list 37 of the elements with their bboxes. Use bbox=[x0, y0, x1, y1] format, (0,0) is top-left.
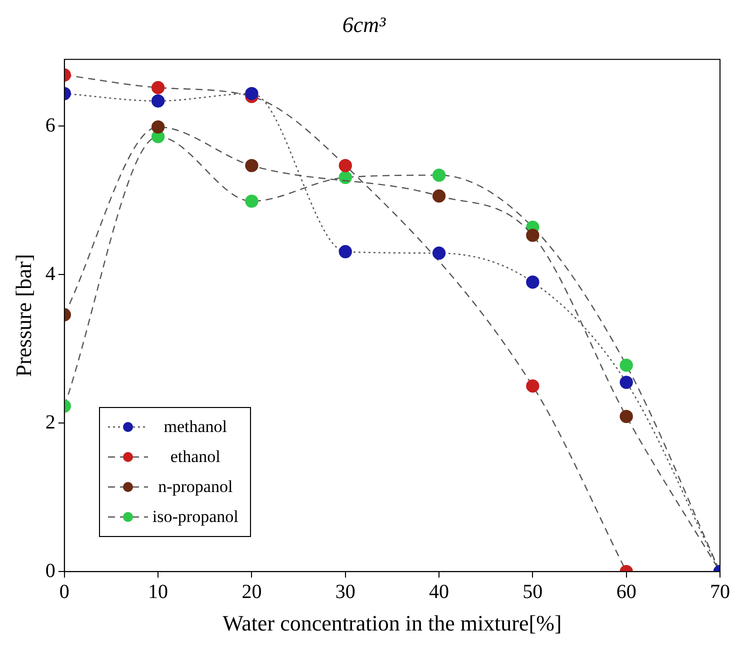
point bbox=[245, 194, 258, 208]
x-tick-label: 30 bbox=[335, 580, 356, 603]
legend-label: iso-propanol bbox=[151, 506, 240, 527]
legend-label: methanol bbox=[162, 416, 228, 437]
point bbox=[245, 158, 258, 172]
chart-title: 6cm³ bbox=[342, 12, 386, 37]
x-tick-label: 70 bbox=[710, 580, 730, 603]
point bbox=[151, 120, 165, 134]
point bbox=[338, 170, 352, 184]
y-axis-title: Pressure [bar] bbox=[10, 254, 36, 377]
point bbox=[151, 81, 165, 94]
y-tick-label: 2 bbox=[45, 411, 56, 434]
x-tick-label: 20 bbox=[242, 580, 262, 603]
y-tick-label: 0 bbox=[45, 560, 56, 582]
point bbox=[432, 246, 446, 260]
x-tick-label: 60 bbox=[616, 580, 636, 603]
legend-label: n-propanol bbox=[157, 476, 234, 497]
x-tick-label: 40 bbox=[429, 580, 450, 603]
point bbox=[526, 228, 540, 242]
point bbox=[245, 86, 258, 100]
y-tick-label: 4 bbox=[45, 262, 56, 285]
y-tick-label: 6 bbox=[45, 114, 56, 136]
x-tick-label: 0 bbox=[59, 580, 70, 603]
x-tick-label: 10 bbox=[148, 580, 168, 603]
point bbox=[526, 275, 540, 289]
point bbox=[620, 410, 633, 424]
point bbox=[338, 245, 352, 258]
x-tick-label: 50 bbox=[522, 580, 543, 603]
point bbox=[620, 358, 633, 372]
point bbox=[432, 189, 446, 203]
legend-label: ethanol bbox=[169, 446, 222, 467]
point bbox=[338, 158, 352, 172]
point bbox=[526, 379, 540, 393]
point bbox=[620, 376, 633, 389]
point bbox=[432, 168, 446, 182]
x-axis-title: Water concentration in the mixture[%] bbox=[222, 610, 562, 636]
point bbox=[151, 94, 165, 108]
